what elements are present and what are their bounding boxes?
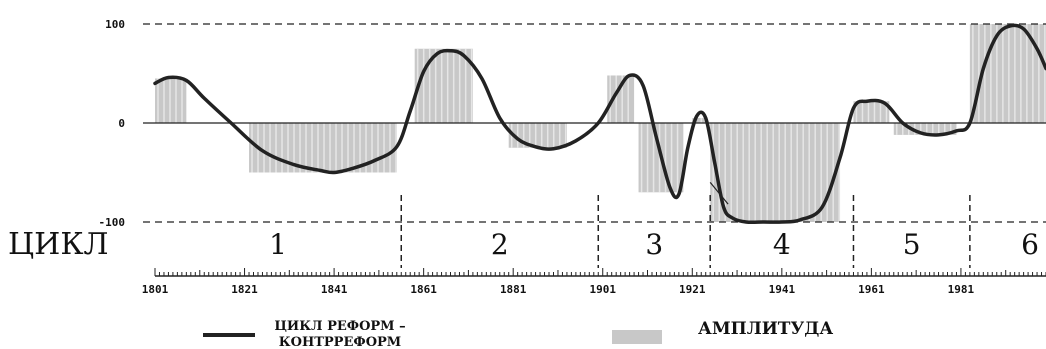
legend-line-label-1: ЦИКЛ РЕФОРМ – bbox=[274, 319, 405, 334]
legend-line-label-2: КОНТРРЕФОРМ bbox=[279, 335, 401, 349]
legend-bar-swatch bbox=[612, 330, 662, 344]
y-tick-label: 0 bbox=[118, 117, 125, 130]
legend-bar-label: АМПЛИТУДА bbox=[698, 319, 833, 339]
cycle-number-label: 4 bbox=[773, 228, 791, 261]
y-tick-label: -100 bbox=[99, 216, 126, 229]
amplitude-bar bbox=[692, 118, 706, 123]
legend: ЦИКЛ РЕФОРМ – КОНТРРЕФОРМ АМПЛИТУДА bbox=[203, 319, 833, 349]
cycle-word-label: ЦИКЛ bbox=[8, 227, 109, 262]
cycle-number-label: 1 bbox=[269, 228, 287, 261]
x-tick-label: 1821 bbox=[231, 283, 258, 296]
amplitude-bars bbox=[155, 24, 1046, 222]
x-tick-label: 1841 bbox=[321, 283, 348, 296]
cycle-dividers bbox=[400, 182, 971, 268]
cycle-number-label: 5 bbox=[903, 228, 921, 261]
amplitude-bar bbox=[893, 123, 957, 135]
x-tick-label: 1981 bbox=[948, 283, 975, 296]
y-tick-label: 100 bbox=[105, 18, 125, 31]
x-tick-label: 1941 bbox=[769, 283, 796, 296]
reform-cycle-line bbox=[153, 23, 1046, 225]
cycle-labels: ЦИКЛ 1 2 3 4 5 6 bbox=[8, 227, 1039, 262]
gridlines bbox=[143, 23, 1046, 223]
cycle-number-label: 2 bbox=[491, 228, 509, 261]
x-tick-label: 1881 bbox=[500, 283, 527, 296]
x-axis: 1801 1821 1841 1861 1881 1901 1921 1941 1961 1981 bbox=[142, 268, 1046, 296]
x-tick-label: 1921 bbox=[679, 283, 706, 296]
cycle-number-label: 6 bbox=[1021, 228, 1039, 261]
y-tick-labels: 100 0 -100 bbox=[99, 18, 126, 229]
amplitude-bar bbox=[249, 123, 397, 173]
x-tick-label: 1801 bbox=[142, 283, 169, 296]
cycle-number-label: 3 bbox=[645, 228, 663, 261]
x-tick-label: 1901 bbox=[589, 283, 616, 296]
x-tick-label: 1961 bbox=[858, 283, 885, 296]
x-tick-label: 1861 bbox=[410, 283, 437, 296]
